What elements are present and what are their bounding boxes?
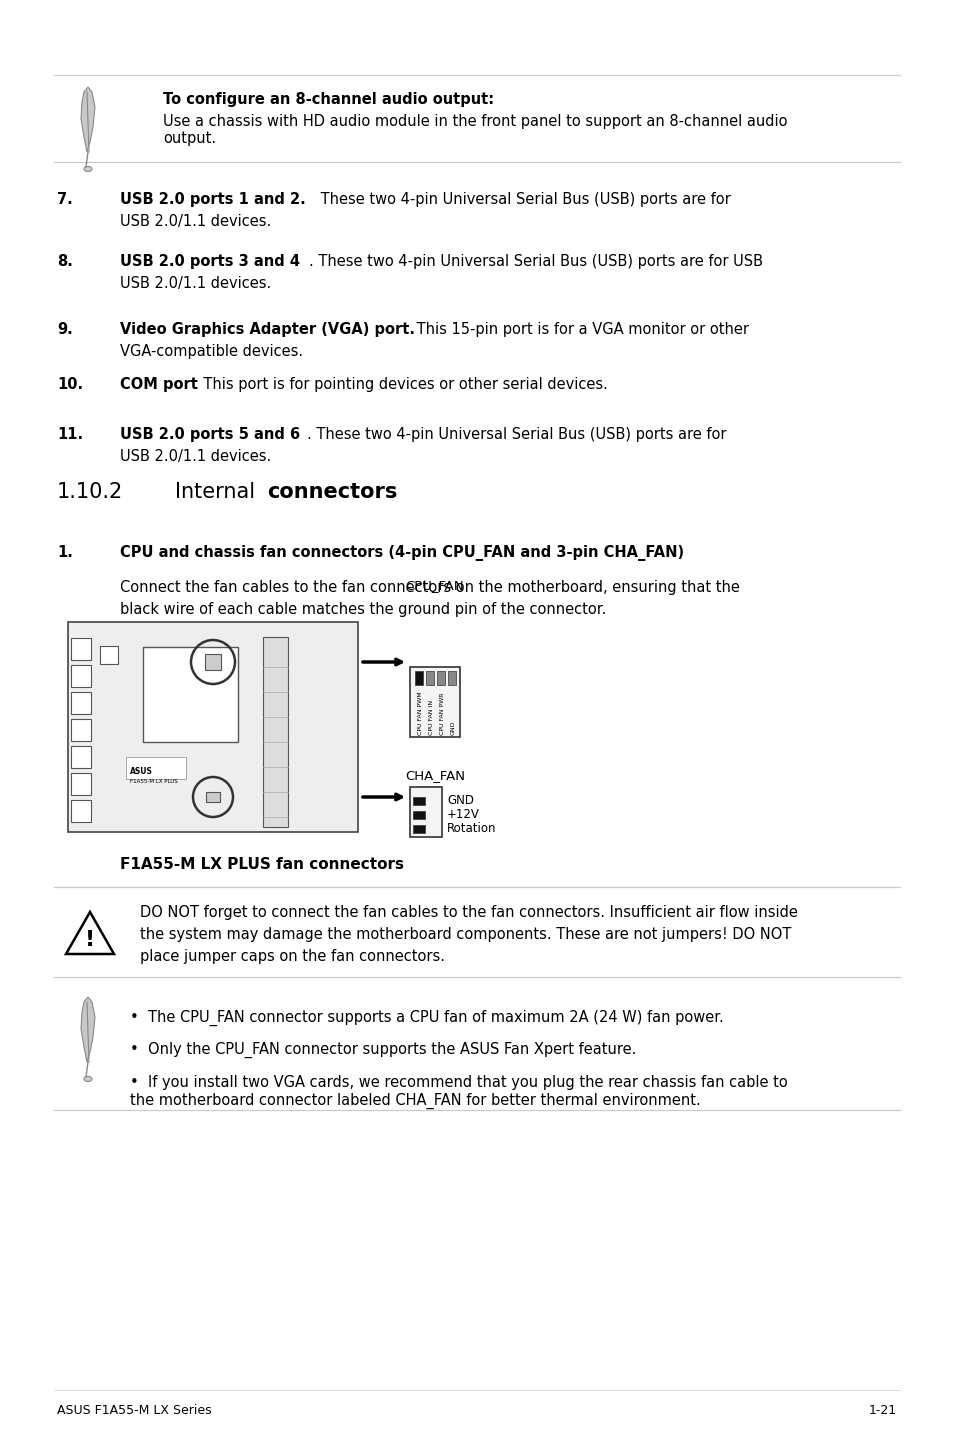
Bar	[68, 621, 357, 832]
Text: Video Graphics Adapter (VGA) port.: Video Graphics Adapter (VGA) port.	[120, 322, 415, 337]
Text: 10.: 10.	[57, 377, 83, 392]
Text: connectors: connectors	[267, 483, 397, 503]
Text: 1.10.2: 1.10.2	[57, 483, 123, 503]
Bar	[71, 719, 91, 740]
Text: USB 2.0 ports 3 and 4: USB 2.0 ports 3 and 4	[120, 253, 299, 269]
Text: Rotation: Rotation	[447, 822, 496, 835]
Text: black wire of each cable matches the ground pin of the connector.: black wire of each cable matches the gro…	[120, 601, 605, 617]
Bar	[448, 672, 456, 684]
Text: . These two 4-pin Universal Serial Bus (USB) ports are for: . These two 4-pin Universal Serial Bus (…	[307, 427, 726, 442]
Bar	[100, 646, 118, 664]
Bar	[206, 792, 220, 802]
Bar	[413, 811, 424, 819]
Text: USB 2.0/1.1 devices.: USB 2.0/1.1 devices.	[120, 213, 271, 229]
Text: 1.: 1.	[57, 546, 72, 560]
Text: VGA-compatible devices.: VGA-compatible devices.	[120, 344, 303, 359]
Bar	[413, 825, 424, 833]
Bar	[71, 773, 91, 795]
Text: USB 2.0 ports 5 and 6: USB 2.0 ports 5 and 6	[120, 427, 300, 442]
Text: 1-21: 1-21	[868, 1403, 896, 1418]
Bar	[426, 672, 434, 684]
Text: 7.: 7.	[57, 192, 72, 208]
Bar	[410, 667, 459, 737]
Bar	[71, 664, 91, 687]
Text: . These two 4-pin Universal Serial Bus (USB) ports are for USB: . These two 4-pin Universal Serial Bus (…	[309, 253, 762, 269]
Text: •  The CPU_FAN connector supports a CPU fan of maximum 2A (24 W) fan power.: • The CPU_FAN connector supports a CPU f…	[130, 1010, 723, 1027]
Text: ASUS: ASUS	[130, 768, 152, 776]
Text: CHA_FAN: CHA_FAN	[405, 769, 464, 782]
Text: USB 2.0 ports 1 and 2.: USB 2.0 ports 1 and 2.	[120, 192, 305, 208]
Text: F1A55-M LX PLUS fan connectors: F1A55-M LX PLUS fan connectors	[120, 856, 403, 872]
Text: These two 4-pin Universal Serial Bus (USB) ports are for: These two 4-pin Universal Serial Bus (US…	[315, 192, 730, 208]
Text: Internal: Internal	[174, 483, 261, 503]
Text: place jumper caps on the fan connectors.: place jumper caps on the fan connectors.	[140, 949, 444, 964]
Text: CPU_FAN: CPU_FAN	[405, 579, 463, 591]
Text: Use a chassis with HD audio module in the front panel to support an 8-channel au: Use a chassis with HD audio module in th…	[163, 115, 786, 146]
Text: CPU FAN PWM: CPU FAN PWM	[417, 692, 422, 735]
Bar	[205, 654, 221, 670]
Bar	[71, 692, 91, 715]
Text: COM port: COM port	[120, 377, 197, 392]
Text: +12V: +12V	[447, 809, 479, 822]
Bar	[71, 639, 91, 660]
Text: This 15-pin port is for a VGA monitor or other: This 15-pin port is for a VGA monitor or…	[412, 322, 748, 337]
Polygon shape	[66, 912, 113, 954]
Text: CPU and chassis fan connectors (4-pin CPU_FAN and 3-pin CHA_FAN): CPU and chassis fan connectors (4-pin CP…	[120, 546, 683, 561]
Text: CPU FAN PWR: CPU FAN PWR	[439, 693, 444, 735]
Bar	[143, 647, 237, 742]
Text: . This port is for pointing devices or other serial devices.: . This port is for pointing devices or o…	[193, 377, 607, 392]
Text: !: !	[85, 929, 95, 949]
Bar	[413, 798, 424, 805]
Text: GND: GND	[447, 795, 474, 808]
Text: •  If you install two VGA cards, we recommend that you plug the rear chassis fan: • If you install two VGA cards, we recom…	[130, 1075, 787, 1108]
Text: GND: GND	[451, 720, 456, 735]
Ellipse shape	[84, 166, 91, 172]
Text: •  Only the CPU_FAN connector supports the ASUS Fan Xpert feature.: • Only the CPU_FAN connector supports th…	[130, 1042, 636, 1058]
Text: USB 2.0/1.1 devices.: USB 2.0/1.1 devices.	[120, 276, 271, 291]
Text: the system may damage the motherboard components. These are not jumpers! DO NOT: the system may damage the motherboard co…	[140, 927, 791, 942]
Text: CPU FAN IN: CPU FAN IN	[429, 700, 434, 735]
Text: To configure an 8-channel audio output:: To configure an 8-channel audio output:	[163, 92, 494, 107]
Bar	[415, 672, 422, 684]
Bar	[126, 758, 186, 779]
Text: USB 2.0/1.1 devices.: USB 2.0/1.1 devices.	[120, 450, 271, 464]
Text: 8.: 8.	[57, 253, 72, 269]
Text: 9.: 9.	[57, 322, 72, 337]
Text: DO NOT forget to connect the fan cables to the fan connectors. Insufficient air : DO NOT forget to connect the fan cables …	[140, 905, 797, 919]
Text: 11.: 11.	[57, 427, 83, 442]
Polygon shape	[81, 997, 95, 1063]
Bar	[71, 800, 91, 822]
Bar	[436, 672, 444, 684]
Text: ASUS F1A55-M LX Series: ASUS F1A55-M LX Series	[57, 1403, 212, 1418]
Polygon shape	[81, 87, 95, 152]
Ellipse shape	[84, 1077, 91, 1081]
Bar	[410, 788, 441, 836]
Text: Connect the fan cables to the fan connectors on the motherboard, ensuring that t: Connect the fan cables to the fan connec…	[120, 580, 740, 596]
Bar	[263, 637, 288, 828]
Text: F1A55-M LX PLUS: F1A55-M LX PLUS	[130, 779, 177, 783]
Bar	[71, 746, 91, 768]
